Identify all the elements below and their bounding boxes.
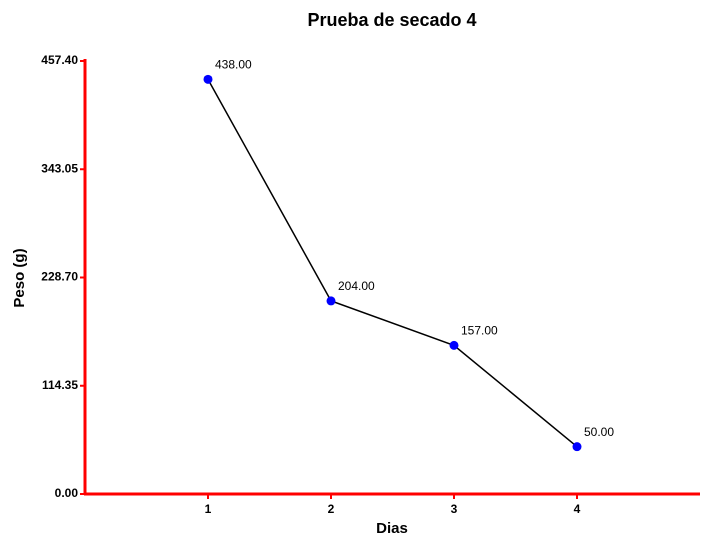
y-tick-label: 228.70 (41, 270, 78, 284)
x-tick-label: 2 (328, 502, 335, 516)
data-point (326, 296, 336, 306)
chart-title: Prueba de secado 4 (307, 10, 476, 30)
data-point (449, 340, 459, 350)
x-tick-label: 4 (574, 502, 581, 516)
y-tick-label: 0.00 (55, 486, 79, 500)
data-label: 204.00 (338, 279, 375, 293)
data-point (572, 442, 582, 452)
x-tick-label: 1 (205, 502, 212, 516)
data-line (207, 79, 578, 448)
x-axis-label: Dias (376, 520, 408, 537)
y-tick-label: 343.05 (41, 161, 78, 175)
data-label: 50.00 (584, 425, 614, 439)
y-tick-label: 457.40 (41, 53, 78, 67)
data-label: 157.00 (461, 324, 498, 338)
y-tick-label: 114.35 (42, 378, 78, 392)
data-point (203, 74, 213, 84)
y-axis-label: Peso (g) (11, 248, 28, 307)
x-tick-label: 3 (451, 502, 458, 516)
data-label: 438.00 (215, 58, 252, 72)
